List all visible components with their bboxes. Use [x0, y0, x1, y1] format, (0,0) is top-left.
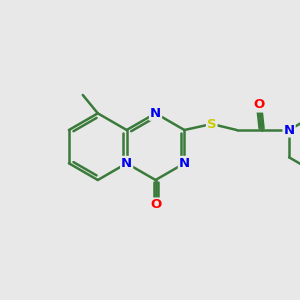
Text: O: O	[254, 98, 265, 112]
Text: S: S	[207, 118, 217, 130]
Text: N: N	[150, 107, 161, 120]
Text: N: N	[121, 157, 132, 170]
Text: N: N	[284, 124, 295, 136]
Text: O: O	[150, 199, 161, 212]
Text: N: N	[179, 157, 190, 170]
